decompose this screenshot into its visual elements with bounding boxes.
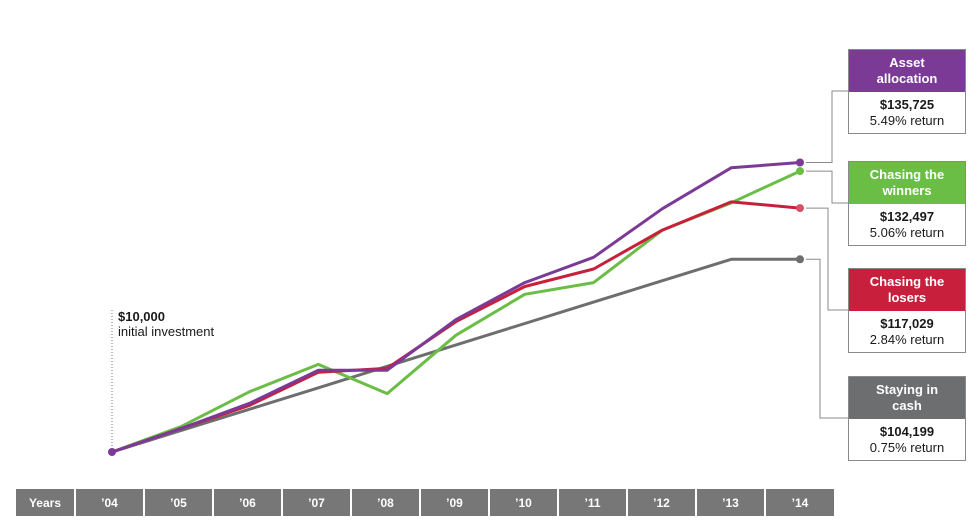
series-line-asset-allocation [111,161,801,454]
legend-asset-allocation-return: 5.49% return [869,113,945,128]
legend-chasing-winners-return: 5.06% return [869,225,945,240]
legend-staying-cash-return: 0.75% return [869,440,945,455]
legend-chasing-winners-name: Chasing the winners [869,167,945,198]
x-tick-label: ’11 [559,489,626,516]
series-line-chasing-the-winners [111,169,801,454]
legend-asset-allocation-name: Asset allocation [876,55,938,86]
series-line-staying-in-cash [111,257,800,454]
legend-chasing-losers-title: Chasing the losers [849,269,965,311]
end-marker-staying-in-cash [796,255,804,264]
legend-staying-cash-title: Staying in cash [849,377,965,419]
legend-chasing-losers-return: 2.84% return [869,332,945,347]
leader-line-asset-allocation [806,90,848,163]
leader-line-chasing-the-winners [806,170,848,204]
leader-line-chasing-the-losers [806,207,848,311]
x-tick-label: ’06 [214,489,281,516]
initial-investment-label: initial investment [118,324,215,339]
x-tick-label: ’10 [490,489,557,516]
legend-chasing-winners-value: $132,497 [879,209,935,224]
x-tick-label: ’14 [766,489,834,516]
legend-chasing-winners-title: Chasing the winners [849,162,965,204]
x-tick-label: ’09 [421,489,488,516]
x-tick-label: ’12 [628,489,695,516]
legend-staying-cash: Staying in cash $104,199 0.75% return [848,376,966,461]
end-marker-chasing-the-losers [796,204,804,213]
x-axis-header: Years [16,489,74,516]
legend-chasing-losers-name: Chasing the losers [869,274,945,305]
series-lines [111,161,801,454]
series-end-markers [108,158,804,456]
x-tick-label: ’07 [283,489,350,516]
start-point-marker [108,448,116,456]
initial-investment-annotation: $10,000 initial investment [118,309,214,339]
legend-asset-allocation-value: $135,725 [879,97,935,112]
x-tick-label: ’13 [697,489,764,516]
leader-line-staying-in-cash [806,258,848,419]
legend-chasing-winners: Chasing the winners $132,497 5.06% retur… [848,161,966,246]
end-marker-asset-allocation [796,158,804,167]
legend-chasing-losers-value: $117,029 [880,316,934,331]
legend-staying-cash-value: $104,199 [879,424,935,439]
legend-leader-lines [806,90,848,419]
x-axis-bar: Years ’04 ’05 ’06 ’07 ’08 ’09 ’10 ’11 ’1… [16,489,834,516]
initial-investment-value: $10,000 [118,309,165,324]
x-tick-label: ’05 [145,489,212,516]
legend-asset-allocation: Asset allocation $135,725 5.49% return [848,49,966,134]
x-tick-label: ’04 [76,489,143,516]
legend-chasing-losers: Chasing the losers $117,029 2.84% return [848,268,966,353]
legend-asset-allocation-title: Asset allocation [849,50,965,92]
line-chart [108,90,848,456]
x-tick-label: ’08 [352,489,419,516]
end-marker-chasing-the-winners [796,167,804,176]
legend-staying-cash-name: Staying in cash [875,382,939,413]
